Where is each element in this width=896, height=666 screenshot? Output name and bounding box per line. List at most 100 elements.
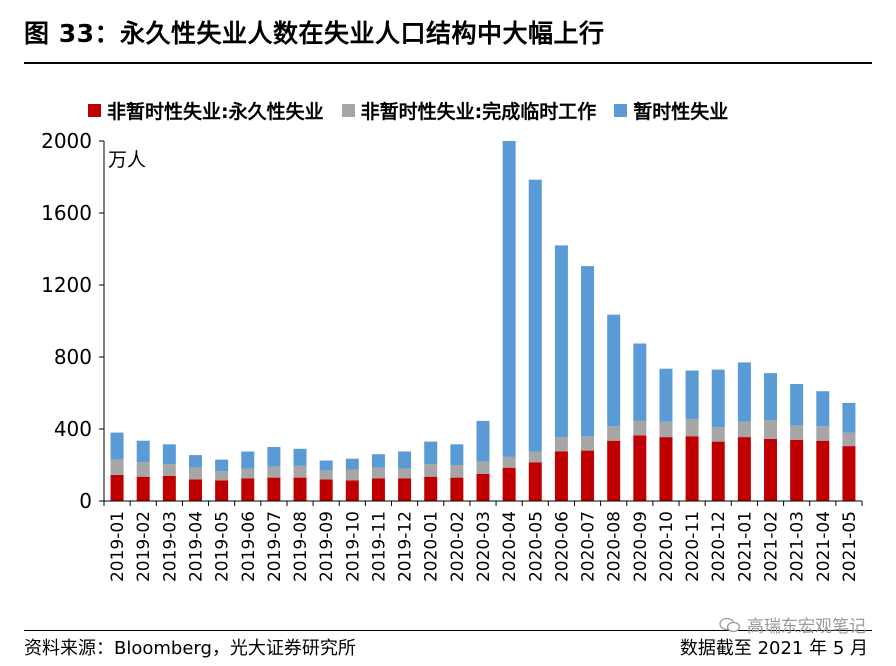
x-axis: 2019-01 2019-02 2019-03 2019-04 2019-05 2019-… (103, 500, 863, 582)
x-tick-label-2019-12: 2019-12 (396, 511, 416, 582)
bars-group (110, 141, 856, 501)
legend-label-temporary: 暂时性失业 (633, 101, 729, 123)
bar-temporary-2020-03 (476, 420, 490, 462)
bar-temporary-2020-11 (685, 370, 699, 420)
x-tick-label-2021-03: 2021-03 (788, 511, 808, 582)
x-tick-label-2020-07: 2020-07 (579, 511, 599, 582)
bar-completed-temp-2019-02 (136, 462, 150, 477)
bar-permanent-2020-09 (633, 435, 647, 501)
bar-temporary-2019-02 (136, 440, 150, 463)
bar-permanent-2021-05 (842, 446, 856, 501)
bar-completed-temp-2019-12 (398, 468, 412, 479)
bar-temporary-2019-05 (215, 459, 229, 472)
bar-permanent-2020-08 (607, 440, 621, 501)
bar-temporary-2020-02 (450, 444, 464, 465)
bar-permanent-2019-09 (319, 479, 333, 501)
bar-completed-temp-2021-05 (842, 432, 856, 447)
bar-temporary-2021-05 (842, 402, 856, 433)
x-tick-label-2019-04: 2019-04 (186, 511, 206, 582)
x-tick-label-2019-11: 2019-11 (369, 511, 389, 582)
x-tick-label-2020-09: 2020-09 (631, 511, 651, 582)
legend-label-completed-temp: 非暂时性失业:完成临时工作 (360, 101, 597, 123)
y-axis: 0 400 800 1200 1600 2000 (41, 129, 105, 513)
x-tick-label-2020-08: 2020-08 (605, 511, 625, 582)
y-tick-label: 400 (54, 417, 92, 441)
bar-permanent-2019-02 (136, 476, 150, 501)
bar-permanent-2020-11 (685, 436, 699, 501)
bar-temporary-2021-03 (790, 384, 804, 426)
bar-permanent-2020-02 (450, 477, 464, 501)
x-tick-label-2020-01: 2020-01 (422, 511, 442, 582)
bar-temporary-2020-10 (659, 368, 673, 422)
bar-permanent-2020-04 (502, 467, 516, 501)
bar-permanent-2021-03 (790, 439, 804, 501)
bar-permanent-2020-12 (711, 441, 725, 501)
legend-swatch-completed-temp (341, 104, 355, 117)
x-tick-label-2020-11: 2020-11 (683, 511, 703, 582)
legend-item-permanent: 非暂时性失业:永久性失业 (88, 97, 324, 124)
bar-temporary-2019-03 (162, 444, 176, 465)
bar-temporary-2019-10 (345, 458, 359, 470)
bar-completed-temp-2019-05 (215, 471, 229, 481)
bar-permanent-2020-01 (424, 476, 438, 501)
bar-temporary-2021-01 (737, 362, 751, 422)
bar-temporary-2019-12 (398, 451, 412, 469)
y-tick-label: 1600 (41, 201, 92, 225)
bar-completed-temp-2020-07 (581, 436, 595, 451)
bar-permanent-2019-04 (188, 479, 202, 501)
x-tick-label-2020-06: 2020-06 (552, 511, 572, 582)
bar-temporary-2020-06 (554, 245, 568, 438)
title-divider (24, 62, 872, 64)
bar-temporary-2019-01 (110, 432, 124, 460)
x-tick-label-2020-10: 2020-10 (657, 511, 677, 582)
bar-permanent-2019-06 (241, 478, 255, 501)
bar-completed-temp-2021-04 (816, 426, 830, 441)
bar-completed-temp-2020-03 (476, 461, 490, 474)
bar-permanent-2019-12 (398, 478, 412, 501)
x-tick-label-2019-03: 2019-03 (160, 511, 180, 582)
x-tick-label-2021-02: 2021-02 (762, 511, 782, 582)
bar-temporary-2019-08 (293, 448, 307, 466)
bar-permanent-2020-10 (659, 437, 673, 501)
x-tick-label-2019-05: 2019-05 (213, 511, 233, 582)
bar-temporary-2019-09 (319, 460, 333, 471)
bar-completed-temp-2020-08 (607, 426, 621, 441)
legend-label-permanent: 非暂时性失业:永久性失业 (107, 101, 324, 123)
bar-completed-temp-2019-07 (267, 466, 281, 478)
bar-temporary-2020-12 (711, 369, 725, 428)
bar-permanent-2019-01 (110, 474, 124, 501)
x-tick-label-2019-02: 2019-02 (134, 511, 154, 582)
y-tick-label: 2000 (41, 129, 92, 153)
bar-completed-temp-2020-06 (554, 437, 568, 452)
bar-completed-temp-2021-01 (737, 421, 751, 438)
watermark: 高瑞东宏观笔记 (719, 612, 866, 637)
bar-temporary-2019-06 (241, 451, 255, 469)
bar-temporary-2020-09 (633, 343, 647, 421)
legend-item-completed-temp: 非暂时性失业:完成临时工作 (341, 97, 597, 124)
bar-permanent-2021-02 (764, 438, 778, 501)
bar-completed-temp-2019-03 (162, 464, 176, 476)
x-tick-label-2020-05: 2020-05 (526, 511, 546, 582)
bar-temporary-2021-04 (816, 391, 830, 427)
x-tick-label-2020-02: 2020-02 (448, 511, 468, 582)
watermark-text: 高瑞东宏观笔记 (747, 617, 866, 637)
bar-completed-temp-2019-11 (371, 467, 385, 479)
bar-temporary-2020-04 (502, 141, 516, 457)
bar-completed-temp-2020-04 (502, 456, 516, 468)
source-note: 资料来源：Bloomberg，光大证券研究所 (24, 638, 356, 659)
bar-completed-temp-2020-10 (659, 421, 673, 438)
bar-permanent-2019-08 (293, 477, 307, 501)
bar-completed-temp-2020-09 (633, 420, 647, 436)
bar-temporary-2019-04 (188, 455, 202, 468)
x-tick-label-2019-07: 2019-07 (265, 511, 285, 582)
bar-completed-temp-2021-03 (790, 425, 804, 440)
bar-permanent-2020-06 (554, 451, 568, 501)
x-tick-label-2019-01: 2019-01 (108, 511, 128, 582)
bar-completed-temp-2020-05 (528, 451, 542, 463)
bar-permanent-2021-01 (737, 437, 751, 501)
bar-permanent-2019-03 (162, 475, 176, 501)
y-tick-label: 1200 (41, 273, 92, 297)
x-tick-label-2020-03: 2020-03 (474, 511, 494, 582)
bar-completed-temp-2020-02 (450, 465, 464, 478)
